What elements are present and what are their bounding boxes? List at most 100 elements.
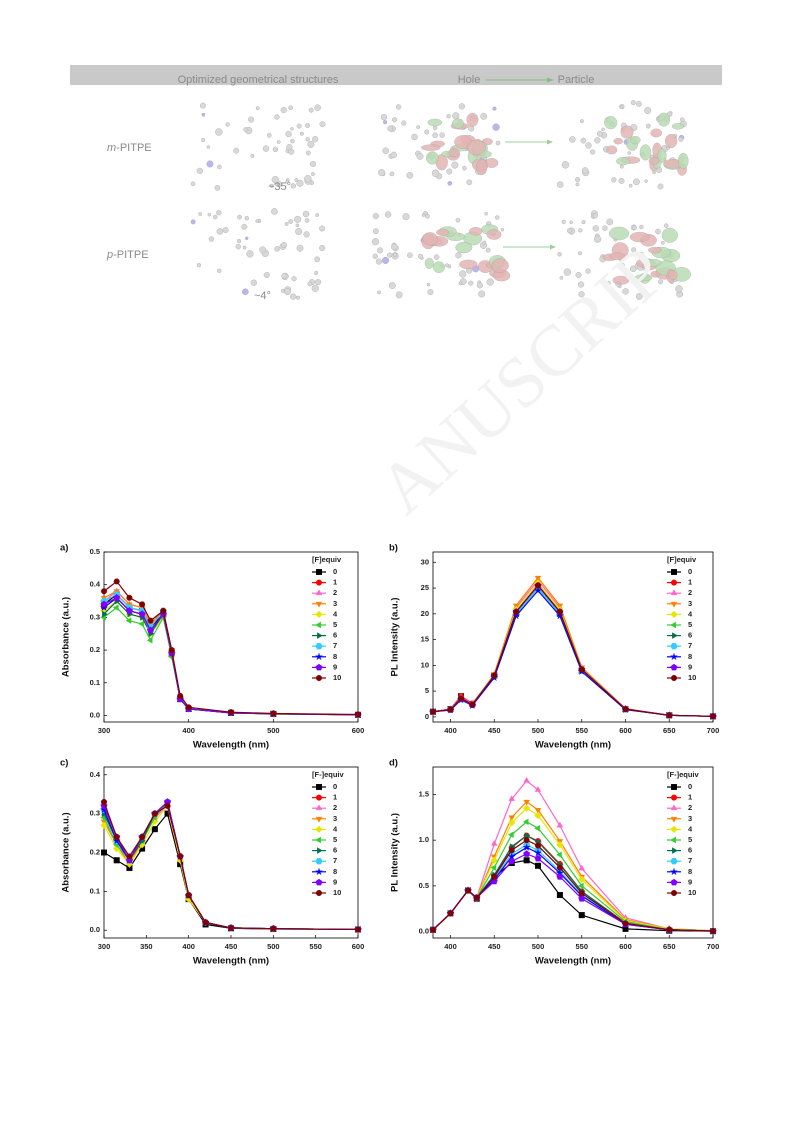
header-structures: Optimized geometrical structures <box>178 74 339 86</box>
orbital-lobe <box>634 274 653 282</box>
atom <box>387 125 394 132</box>
atom <box>371 238 380 246</box>
atom <box>274 114 280 120</box>
series-line <box>103 597 359 716</box>
legend-marker <box>316 569 323 576</box>
atom <box>559 276 564 280</box>
marker <box>100 849 107 856</box>
atom <box>557 252 562 257</box>
marker <box>622 706 629 713</box>
atom <box>263 271 270 278</box>
atom <box>377 247 384 254</box>
atom <box>290 127 294 131</box>
marker <box>430 708 437 715</box>
y-tick-label: 0.5 <box>419 881 429 890</box>
x-tick-label: 550 <box>575 726 588 735</box>
marker <box>447 910 454 917</box>
legend-label: 3 <box>688 814 692 823</box>
atom <box>310 172 315 177</box>
atom <box>286 144 293 151</box>
atom <box>310 161 316 168</box>
atom <box>601 127 605 132</box>
legend-marker <box>671 784 678 791</box>
legend-label: 5 <box>688 835 692 844</box>
marker <box>556 841 564 849</box>
atom <box>303 231 310 238</box>
atom <box>246 250 254 258</box>
atom <box>285 130 292 138</box>
atom <box>480 112 488 120</box>
atom <box>207 212 212 217</box>
marker <box>534 575 542 582</box>
orbital-lobe <box>613 138 623 145</box>
atom <box>237 214 242 220</box>
atom <box>372 228 379 235</box>
x-tick-label: 600 <box>619 942 632 951</box>
y-tick-label: 5 <box>425 686 429 695</box>
marker <box>534 854 542 862</box>
charts: a)300 400 500 6000.00.10.20.30.40.5Waveleng… <box>60 543 719 967</box>
orbital-lobe <box>665 134 678 149</box>
atom <box>315 279 322 286</box>
x-tick-label: 500 <box>267 942 280 951</box>
legend-label: 8 <box>333 867 337 876</box>
atom <box>630 100 636 106</box>
atom <box>578 228 583 233</box>
legend-label: 7 <box>333 856 337 865</box>
y-tick-label: 1.5 <box>419 789 429 798</box>
atom <box>259 246 267 254</box>
atom <box>296 244 304 252</box>
atom <box>556 181 564 188</box>
atom <box>266 132 272 138</box>
marker <box>555 611 564 620</box>
plot-frame <box>103 551 359 723</box>
legend-marker <box>315 816 323 823</box>
atom <box>305 137 310 142</box>
atom <box>206 160 214 168</box>
x-tick-label: 450 <box>225 942 238 951</box>
x-tick-label: 400 <box>182 942 195 951</box>
legend-label: 8 <box>688 652 692 661</box>
legend-marker <box>670 816 678 823</box>
atom <box>575 182 580 187</box>
atom <box>500 228 505 232</box>
atom <box>269 183 274 188</box>
legend-marker <box>315 663 323 671</box>
y-tick-label: 0 <box>425 712 429 721</box>
x-tick-label: 700 <box>707 942 720 951</box>
marker <box>534 786 542 792</box>
marker <box>556 608 563 615</box>
atom <box>222 227 229 234</box>
legend-marker <box>670 643 678 650</box>
legend-marker <box>669 867 679 876</box>
atom <box>416 152 424 160</box>
marker <box>147 626 155 634</box>
orbital-lobe <box>466 112 479 127</box>
y-tick-label: 0.0 <box>90 925 100 934</box>
atom <box>594 137 601 144</box>
atom <box>633 178 640 186</box>
marker <box>490 864 497 871</box>
legend-label: 2 <box>688 803 692 812</box>
atom <box>446 114 451 119</box>
panel-label: d) <box>389 758 398 769</box>
marker <box>100 588 107 595</box>
y-axis-label: PL Intensity (a.u.) <box>390 597 401 676</box>
marker <box>507 831 514 838</box>
atom <box>569 220 573 225</box>
x-tick-label: 600 <box>352 726 365 735</box>
orbital-lobe <box>639 144 652 161</box>
angle-label: ~4° <box>254 290 271 302</box>
legend-label: 7 <box>688 856 692 865</box>
atom <box>402 213 410 221</box>
orbital-lobe <box>459 259 478 270</box>
atom <box>212 214 218 220</box>
atom <box>307 281 313 287</box>
orbital-lobe <box>657 112 671 127</box>
legend-label: 6 <box>688 846 692 855</box>
header-hole: Hole <box>458 74 481 86</box>
legend-marker <box>669 652 679 661</box>
atom <box>401 120 407 126</box>
atom <box>291 276 297 282</box>
